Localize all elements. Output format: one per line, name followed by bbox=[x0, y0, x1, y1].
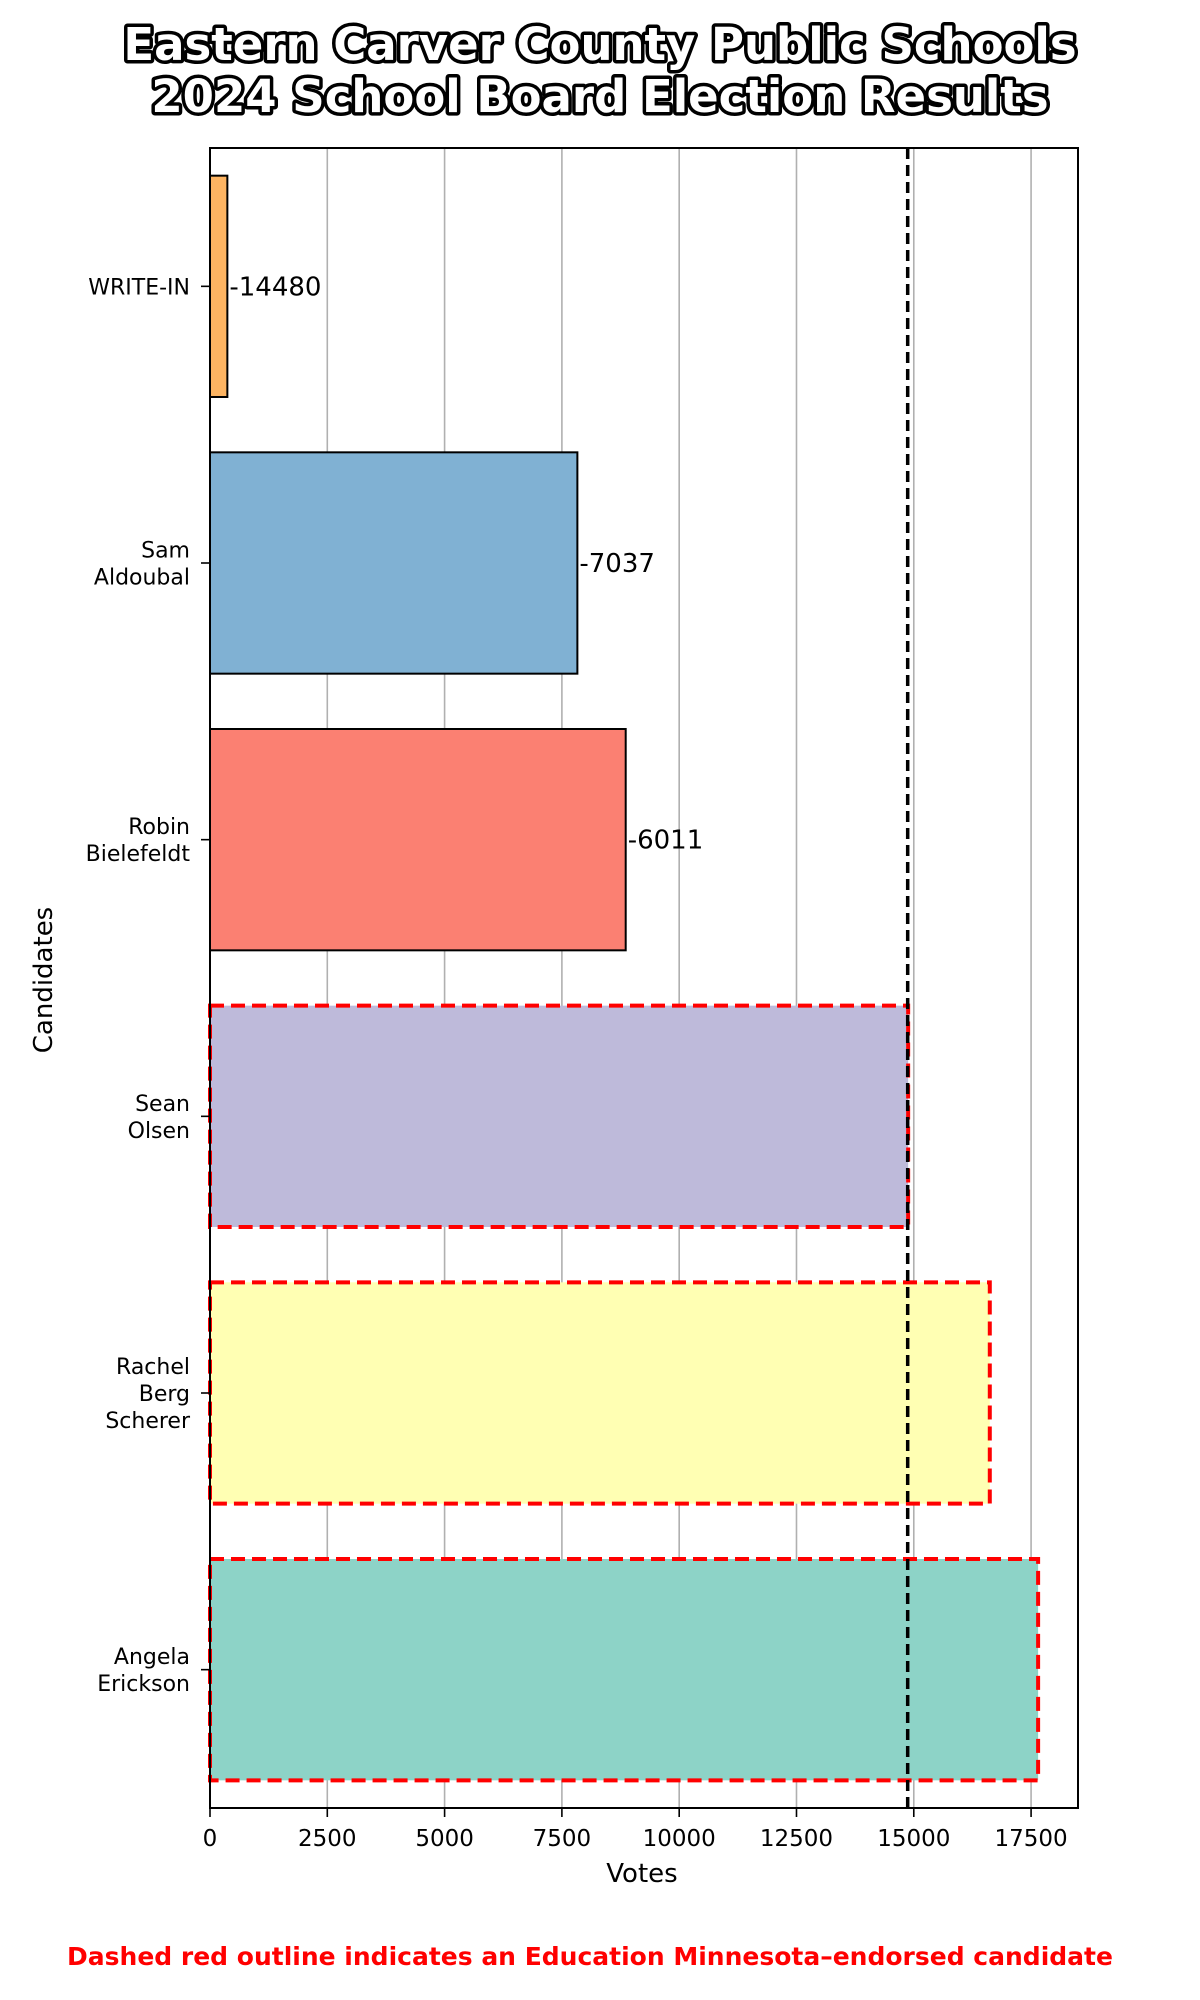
endorsement-footnote: Dashed red outline indicates an Educatio… bbox=[67, 1942, 1113, 1971]
bar bbox=[208, 1557, 1041, 1783]
y-category-label: Robin bbox=[128, 815, 190, 840]
y-category-label: Berg bbox=[139, 1382, 190, 1407]
y-category-label: Bielefeldt bbox=[86, 842, 191, 867]
x-axis-ticks: 0 2500 5000 7500 10000 12500 15000 17500 bbox=[203, 1808, 1068, 1852]
x-tick-label: 17500 bbox=[994, 1826, 1067, 1852]
bar bbox=[208, 1003, 911, 1230]
x-axis-label: Votes bbox=[606, 1859, 677, 1889]
y-category-label: Aldoubal bbox=[94, 566, 190, 591]
y-category-label: Sean bbox=[135, 1092, 190, 1117]
bar-data-label: -14480 bbox=[229, 272, 321, 302]
bar-data-label: -7037 bbox=[579, 549, 655, 579]
bar bbox=[208, 1280, 992, 1506]
chart-title-line-1: Eastern Carver County Public Schools bbox=[123, 18, 1076, 71]
plot-frame bbox=[209, 147, 1079, 1809]
y-category-label: Scherer bbox=[105, 1409, 191, 1434]
data-labels-group: -14480 -7037 -6011 bbox=[229, 272, 703, 855]
gridlines bbox=[326, 148, 1032, 1808]
bar bbox=[209, 174, 229, 398]
y-category-label: Sam bbox=[141, 539, 190, 564]
x-tick-label: 12500 bbox=[760, 1826, 833, 1852]
x-tick-label: 5000 bbox=[415, 1826, 474, 1852]
y-category-label: Rachel bbox=[116, 1355, 190, 1380]
y-axis-label: Candidates bbox=[29, 907, 59, 1053]
x-tick-label: 0 bbox=[203, 1826, 218, 1852]
bar bbox=[209, 728, 627, 952]
x-tick-label: 7500 bbox=[533, 1826, 592, 1852]
bars-group bbox=[208, 174, 1041, 1783]
chart-title-line-2: 2024 School Board Election Results bbox=[151, 70, 1048, 123]
y-category-label: WRITE-IN bbox=[88, 275, 190, 300]
x-tick-label: 2500 bbox=[298, 1826, 357, 1852]
bar bbox=[209, 451, 579, 675]
y-category-label: Erickson bbox=[97, 1672, 190, 1697]
x-tick-label: 15000 bbox=[877, 1826, 950, 1852]
bar-data-label: -6011 bbox=[628, 826, 704, 856]
y-category-label: Angela bbox=[114, 1645, 190, 1670]
x-tick-label: 10000 bbox=[643, 1826, 716, 1852]
y-category-label: Olsen bbox=[128, 1119, 190, 1144]
